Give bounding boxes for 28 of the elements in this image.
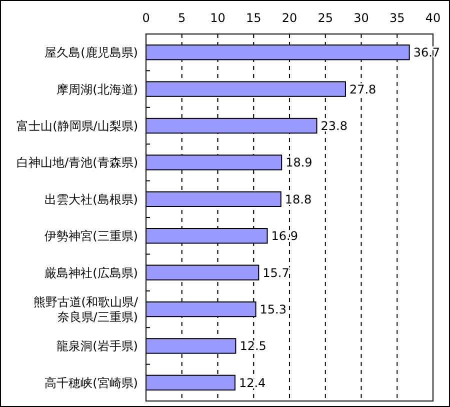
- y-tick-label: 伊勢神宮(三重県): [44, 229, 138, 244]
- x-tick-label: 10: [210, 11, 226, 25]
- data-label: 18.9: [286, 156, 312, 170]
- x-tick-label: 0: [142, 11, 150, 25]
- y-tick-label: 出雲大社(島根県): [44, 192, 138, 206]
- x-tick-label: 15: [246, 11, 262, 25]
- y-tick-label: 高千穂峡(宮崎県): [44, 376, 138, 390]
- y-tick-label: 龍泉洞(岩手県): [56, 339, 138, 354]
- x-tick-label: 25: [318, 11, 334, 25]
- x-tick-label: 30: [354, 11, 369, 25]
- data-label: 12.5: [240, 339, 266, 354]
- data-label: 27.8: [349, 82, 376, 96]
- y-tick-label: 屋久島(鹿児島県): [44, 46, 138, 60]
- x-tick-label: 35: [389, 11, 405, 25]
- x-tick-label: 5: [178, 11, 186, 25]
- data-label: 12.4: [238, 376, 266, 390]
- y-tick-label: 熊野古道(和歌山県/奈良県/三重県): [33, 294, 139, 324]
- data-label: 16.9: [271, 229, 298, 244]
- y-tick-label: 富士山(静岡県/山梨県): [16, 118, 138, 133]
- data-label: 15.7: [262, 266, 290, 280]
- y-tick-label: 白神山地/青池(青森県): [16, 156, 138, 170]
- y-tick-label: 摩周湖(北海道): [56, 82, 138, 96]
- y-tick-label: 厳島神社(広島県): [44, 266, 138, 280]
- data-label: 15.3: [260, 302, 286, 316]
- data-label: 18.8: [284, 192, 312, 206]
- x-tick-label: 20: [282, 11, 298, 25]
- x-tick-label: 40: [425, 11, 441, 25]
- data-label: 23.8: [320, 118, 348, 133]
